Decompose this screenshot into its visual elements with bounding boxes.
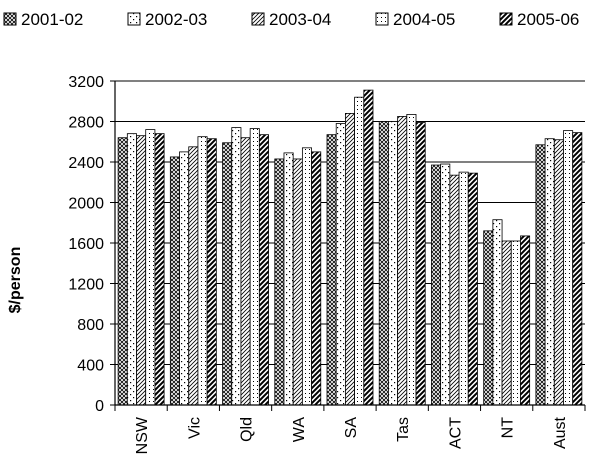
y-tick-label: 400 xyxy=(77,358,104,375)
legend-label: 2002-03 xyxy=(145,10,207,29)
legend-label: 2005-06 xyxy=(517,10,579,29)
bar-qld-2004-05 xyxy=(249,128,260,406)
bar-wa-2003-04 xyxy=(292,158,303,406)
bar-wa-2005-06 xyxy=(311,151,322,406)
bar-nsw-2005-06 xyxy=(154,133,165,406)
bar-nt-2003-04 xyxy=(501,240,512,406)
bar-aust-2002-03 xyxy=(544,138,555,406)
bars xyxy=(117,89,583,406)
legend: 2001-02 2002-03 2003-04 2004-05 2005-06 xyxy=(3,10,579,29)
bar-sa-2002-03 xyxy=(335,123,346,406)
bar-qld-2003-04 xyxy=(240,137,251,406)
legend-swatch-2005-06 xyxy=(499,12,513,26)
x-tick-label: Aust xyxy=(552,416,569,449)
y-tick-label: 1600 xyxy=(68,236,104,253)
bar-act-2005-06 xyxy=(467,172,478,406)
x-tick-label: Vic xyxy=(186,417,203,439)
bar-act-2002-03 xyxy=(440,163,451,406)
bar-nt-2004-05 xyxy=(510,240,521,406)
x-tick-labels: NSW Vic Qld WA SA Tas ACT NT Aust xyxy=(134,416,569,454)
bar-vic-2003-04 xyxy=(188,146,199,406)
bar-sa-2001-02 xyxy=(326,134,337,406)
bar-nt-2002-03 xyxy=(492,219,503,406)
x-tick-label: Tas xyxy=(395,417,412,442)
y-tick-label: 3200 xyxy=(68,74,104,91)
bar-qld-2001-02 xyxy=(222,142,233,406)
legend-swatch-2002-03 xyxy=(127,12,141,26)
bar-nsw-2001-02 xyxy=(117,137,128,406)
legend-label: 2003-04 xyxy=(269,10,331,29)
x-tick-label: ACT xyxy=(447,417,464,449)
bar-act-2004-05 xyxy=(458,171,469,406)
bar-sa-2003-04 xyxy=(344,113,355,406)
bar-nsw-2004-05 xyxy=(145,129,156,406)
bar-vic-2002-03 xyxy=(179,151,190,406)
bar-act-2001-02 xyxy=(431,164,442,406)
bar-tas-2003-04 xyxy=(397,116,408,406)
bar-wa-2004-05 xyxy=(301,147,312,406)
bar-qld-2005-06 xyxy=(258,134,269,406)
bar-aust-2004-05 xyxy=(563,130,574,406)
y-tick-label: 2000 xyxy=(68,196,104,213)
bar-vic-2004-05 xyxy=(197,136,208,406)
y-axis-label: $/person xyxy=(7,247,24,314)
bar-act-2003-04 xyxy=(449,174,460,406)
bar-tas-2002-03 xyxy=(388,121,399,406)
bar-sa-2004-05 xyxy=(354,96,365,406)
bar-tas-2001-02 xyxy=(378,121,389,406)
bar-aust-2001-02 xyxy=(535,144,546,406)
x-tick-label: Qld xyxy=(239,417,256,442)
y-tick-labels: 0 400 800 1200 1600 2000 2400 2800 3200 xyxy=(68,74,115,415)
x-tick-label: NSW xyxy=(134,416,151,454)
bar-aust-2003-04 xyxy=(553,139,564,406)
bar-vic-2001-02 xyxy=(169,156,180,406)
bar-vic-2005-06 xyxy=(206,138,217,406)
legend-swatch-2003-04 xyxy=(251,12,265,26)
bar-nsw-2003-04 xyxy=(136,135,147,406)
bar-wa-2002-03 xyxy=(283,152,294,406)
y-tick-label: 1200 xyxy=(68,277,104,294)
legend-label: 2001-02 xyxy=(21,10,83,29)
x-tick-label: WA xyxy=(291,417,308,443)
bar-tas-2005-06 xyxy=(415,122,426,406)
y-tick-label: 800 xyxy=(77,317,104,334)
bar-qld-2002-03 xyxy=(231,127,242,406)
legend-swatch-2004-05 xyxy=(375,12,389,26)
bar-aust-2005-06 xyxy=(572,132,583,406)
legend-swatch-2001-02 xyxy=(3,12,17,26)
x-tick-label: NT xyxy=(500,417,517,439)
bar-nt-2001-02 xyxy=(483,230,494,406)
x-tick-label: SA xyxy=(343,417,360,439)
legend-label: 2004-05 xyxy=(393,10,455,29)
bar-nt-2005-06 xyxy=(520,235,531,406)
bar-wa-2001-02 xyxy=(274,158,285,406)
y-tick-label: 0 xyxy=(95,398,104,415)
y-tick-label: 2800 xyxy=(68,115,104,132)
bar-nsw-2002-03 xyxy=(126,133,137,406)
bar-tas-2004-05 xyxy=(406,114,417,406)
y-tick-label: 2400 xyxy=(68,155,104,172)
bar-sa-2005-06 xyxy=(363,89,374,406)
